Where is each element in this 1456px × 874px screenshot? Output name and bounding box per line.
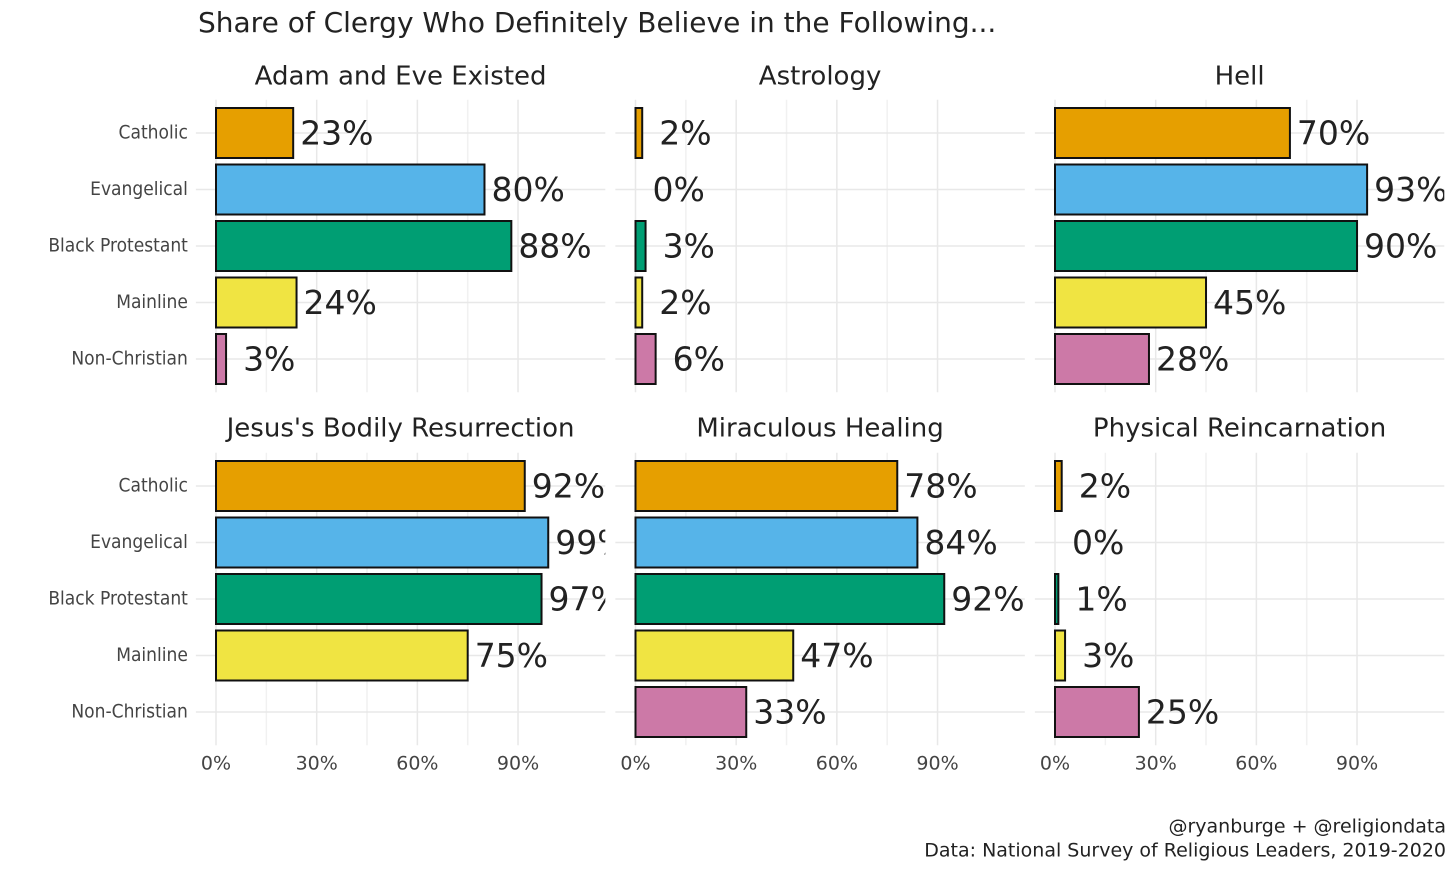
panel-marks: 2% 0% 1% 3% 25% (1054, 460, 1219, 738)
facet-title: Miraculous Healing (696, 414, 943, 444)
bar (215, 163, 486, 216)
bar (1054, 573, 1060, 625)
bar (1054, 276, 1208, 329)
value-label: 90% (1364, 227, 1437, 266)
value-label: 6% (673, 340, 725, 379)
x-tick-label: 60% (816, 753, 858, 775)
y-tick-label: Catholic (119, 475, 188, 497)
x-tick-label: 0% (1040, 753, 1070, 775)
value-label: 93% (1374, 170, 1447, 209)
caption: @ryanburge + @religiondata (1168, 816, 1446, 838)
facet-title: Astrology (759, 62, 882, 92)
bar (215, 573, 543, 625)
bar (634, 220, 647, 272)
bar (634, 629, 795, 682)
bar (1054, 460, 1063, 512)
value-label: 24% (304, 283, 377, 322)
value-label: 97% (549, 580, 622, 619)
x-tick-label: 30% (296, 753, 338, 775)
y-tick-label: Black Protestant (48, 588, 188, 610)
bar (1054, 163, 1369, 216)
value-label: 84% (924, 523, 997, 562)
y-tick-label: Mainline (116, 644, 188, 666)
facet-title: Adam and Eve Existed (255, 62, 547, 92)
bar (215, 276, 298, 329)
y-tick-label: Mainline (116, 291, 188, 313)
x-tick-label: 60% (1235, 753, 1277, 775)
bar (634, 686, 748, 738)
x-tick-label: 90% (916, 753, 958, 775)
chart-title: Share of Clergy Who Definitely Believe i… (198, 6, 996, 39)
value-label: 2% (659, 283, 711, 322)
value-label: 80% (491, 170, 564, 209)
value-label: 3% (1082, 636, 1134, 675)
y-tick-label: Non-Christian (71, 701, 187, 723)
bar (634, 460, 899, 512)
value-label: 88% (518, 227, 591, 266)
value-label: 45% (1213, 283, 1286, 322)
x-tick-label: 30% (715, 753, 757, 775)
value-label: 23% (300, 114, 373, 153)
value-label: 0% (653, 170, 705, 209)
bar (634, 516, 919, 569)
value-label: 47% (800, 636, 873, 675)
bar (1054, 220, 1359, 272)
bar (634, 107, 644, 159)
bar (215, 220, 513, 272)
value-label: 92% (532, 467, 605, 506)
value-label: 1% (1075, 580, 1127, 619)
bar (215, 460, 526, 512)
value-label: 2% (659, 114, 711, 153)
value-label: 3% (663, 227, 715, 266)
x-tick-label: 90% (497, 753, 539, 775)
bar (215, 333, 228, 385)
x-tick-label: 0% (620, 753, 650, 775)
value-label: 3% (243, 340, 295, 379)
facet-title: Jesus's Bodily Resurrection (225, 414, 575, 444)
x-tick-label: 30% (1135, 753, 1177, 775)
bar (1054, 686, 1140, 738)
y-tick-label: Black Protestant (48, 235, 188, 257)
bar (215, 516, 550, 569)
panel-marks: 92% 99% 97%75% (215, 460, 628, 682)
value-label: 70% (1297, 114, 1370, 153)
y-tick-label: Catholic (119, 122, 188, 144)
caption: Data: National Survey of Religious Leade… (924, 840, 1446, 862)
value-label: 78% (904, 467, 977, 506)
y-tick-label: Evangelical (90, 178, 188, 200)
value-label: 75% (475, 636, 548, 675)
value-label: 99% (555, 523, 628, 562)
value-label: 2% (1079, 467, 1131, 506)
bar (634, 276, 644, 329)
value-label: 28% (1156, 340, 1229, 379)
y-tick-label: Evangelical (90, 531, 188, 553)
bar (1054, 107, 1291, 159)
y-tick-label: Non-Christian (71, 348, 187, 370)
panel-marks: 23% 80% 88% 24%3% (215, 107, 592, 385)
value-label: 0% (1072, 523, 1124, 562)
facet-title: Hell (1215, 62, 1265, 92)
bar (215, 107, 295, 159)
x-tick-label: 60% (396, 753, 438, 775)
panel-marks: 70%93% 90% 45% 28% (1054, 107, 1447, 385)
x-tick-label: 90% (1336, 753, 1378, 775)
value-label: 92% (951, 580, 1024, 619)
bar (1054, 333, 1150, 385)
panel-marks: 2% 0% 3% 2% 6% (634, 107, 725, 385)
bar (634, 333, 657, 385)
bar (215, 629, 469, 682)
bar (1054, 629, 1067, 682)
bar (634, 573, 946, 625)
value-label: 25% (1146, 693, 1219, 732)
value-label: 33% (753, 693, 826, 732)
facet-title: Physical Reincarnation (1093, 414, 1386, 444)
panel-marks: 78% 84% 92% 47% 33% (634, 460, 1025, 738)
x-tick-label: 0% (201, 753, 231, 775)
